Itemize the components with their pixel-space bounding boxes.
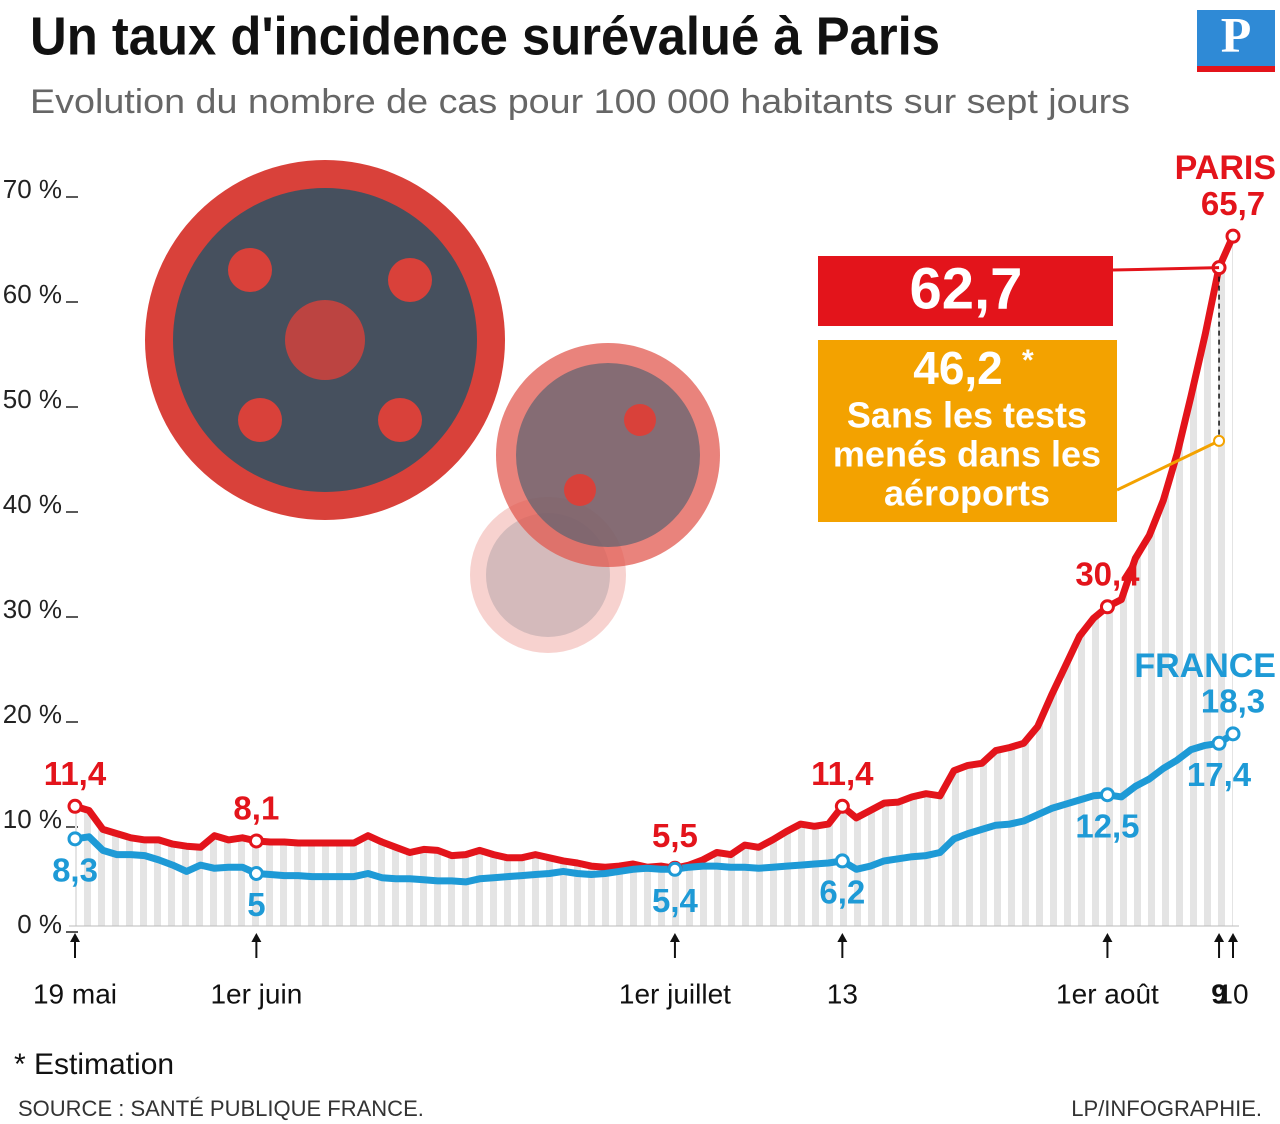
data-label: 5,4 [652,882,699,919]
y-tick-label: 30 % [3,594,62,624]
point-marker [1099,787,1115,803]
data-label: 12,5 [1075,807,1139,844]
x-tick-arrowhead [1228,933,1238,942]
y-tick-label: 20 % [3,699,62,729]
estimate-label: 46,2 [913,342,1003,394]
highlight-label: 62,7 [910,256,1023,321]
x-tick-label: 9 [1211,978,1227,1009]
virus-spike [378,398,422,442]
data-label: 8,1 [233,790,279,827]
estimate-note: aéroports [884,473,1050,514]
data-label: 30,4 [1075,556,1140,593]
logo-stripe [1197,66,1275,72]
x-tick-arrowhead [1214,933,1225,942]
series-line [71,730,1237,886]
virus-spike [228,248,272,292]
x-tick-label: 1er août [1056,978,1159,1009]
virus-spike [238,398,282,442]
data-label: 6,2 [819,874,865,911]
virus-spike [564,474,596,506]
x-tick-label: 13 [827,978,858,1009]
point-marker [1099,599,1115,615]
virus-spike [388,258,432,302]
y-tick-label: 70 % [3,174,62,204]
estimate-connector [1116,439,1220,492]
estimate-box [818,340,1117,522]
point-marker [67,831,83,847]
data-label: 65,7 [1201,185,1265,222]
area [75,236,1233,927]
estimate-point [1213,434,1226,447]
x-tick-arrowhead [669,933,680,942]
virus-spike [624,404,656,436]
point-marker [667,861,683,877]
virus-core [516,363,700,547]
x-tick-arrowhead [1102,933,1113,942]
y-tick-label: 60 % [3,279,62,309]
x-tick-label: 19 mai [33,978,117,1009]
point-marker [1211,735,1227,751]
x-tick-arrowhead [70,933,80,942]
point-marker [248,866,264,881]
data-label: 11,4 [811,755,874,792]
y-tick-label: 0 % [17,909,62,939]
data-label: 18,3 [1201,683,1265,720]
x-tick-label: 10 [1217,978,1248,1009]
y-tick-label: 10 % [3,804,62,834]
x-tick-arrowhead [251,933,262,942]
point-marker [834,798,850,814]
data-label: 8,3 [52,852,98,889]
point-marker [1225,726,1241,742]
x-tick-label: 1er juin [210,978,302,1009]
series-name: PARIS [1175,149,1276,187]
point-marker [248,833,264,849]
y-tick-label: 40 % [3,489,62,519]
footnote: * Estimation [14,1048,174,1081]
logo: P [1197,6,1275,72]
data-label: 17,4 [1187,756,1252,793]
estimate-marker: * [1022,344,1034,377]
virus-spike [285,300,365,380]
estimate-note: menés dans les [833,434,1101,475]
series-name: FRANCE [1134,647,1276,685]
data-label: 5 [247,886,265,923]
source: SOURCE : SANTÉ PUBLIQUE FRANCE. [18,1096,424,1121]
chart-subtitle: Evolution du nombre de cas pour 100 000 … [30,83,1130,121]
estimate-note: Sans les tests [847,395,1087,436]
highlight-box [818,256,1113,326]
chart-title: Un taux d'incidence surévalué à Paris [30,6,940,66]
data-label: 5,5 [652,817,698,854]
x-tick-label: 1er juillet [619,978,731,1009]
point-marker [67,798,83,814]
logo-letter: P [1221,6,1252,62]
logo-box [1197,10,1275,66]
point-marker [834,853,850,869]
data-label: 11,4 [44,755,107,792]
x-tick-arrowhead [837,933,848,942]
y-tick-label: 50 % [3,384,62,414]
highlight-connector [1112,266,1220,272]
virus-illustration [145,160,720,653]
credit: LP/INFOGRAPHIE. [1071,1096,1262,1121]
point-marker [1225,228,1241,244]
